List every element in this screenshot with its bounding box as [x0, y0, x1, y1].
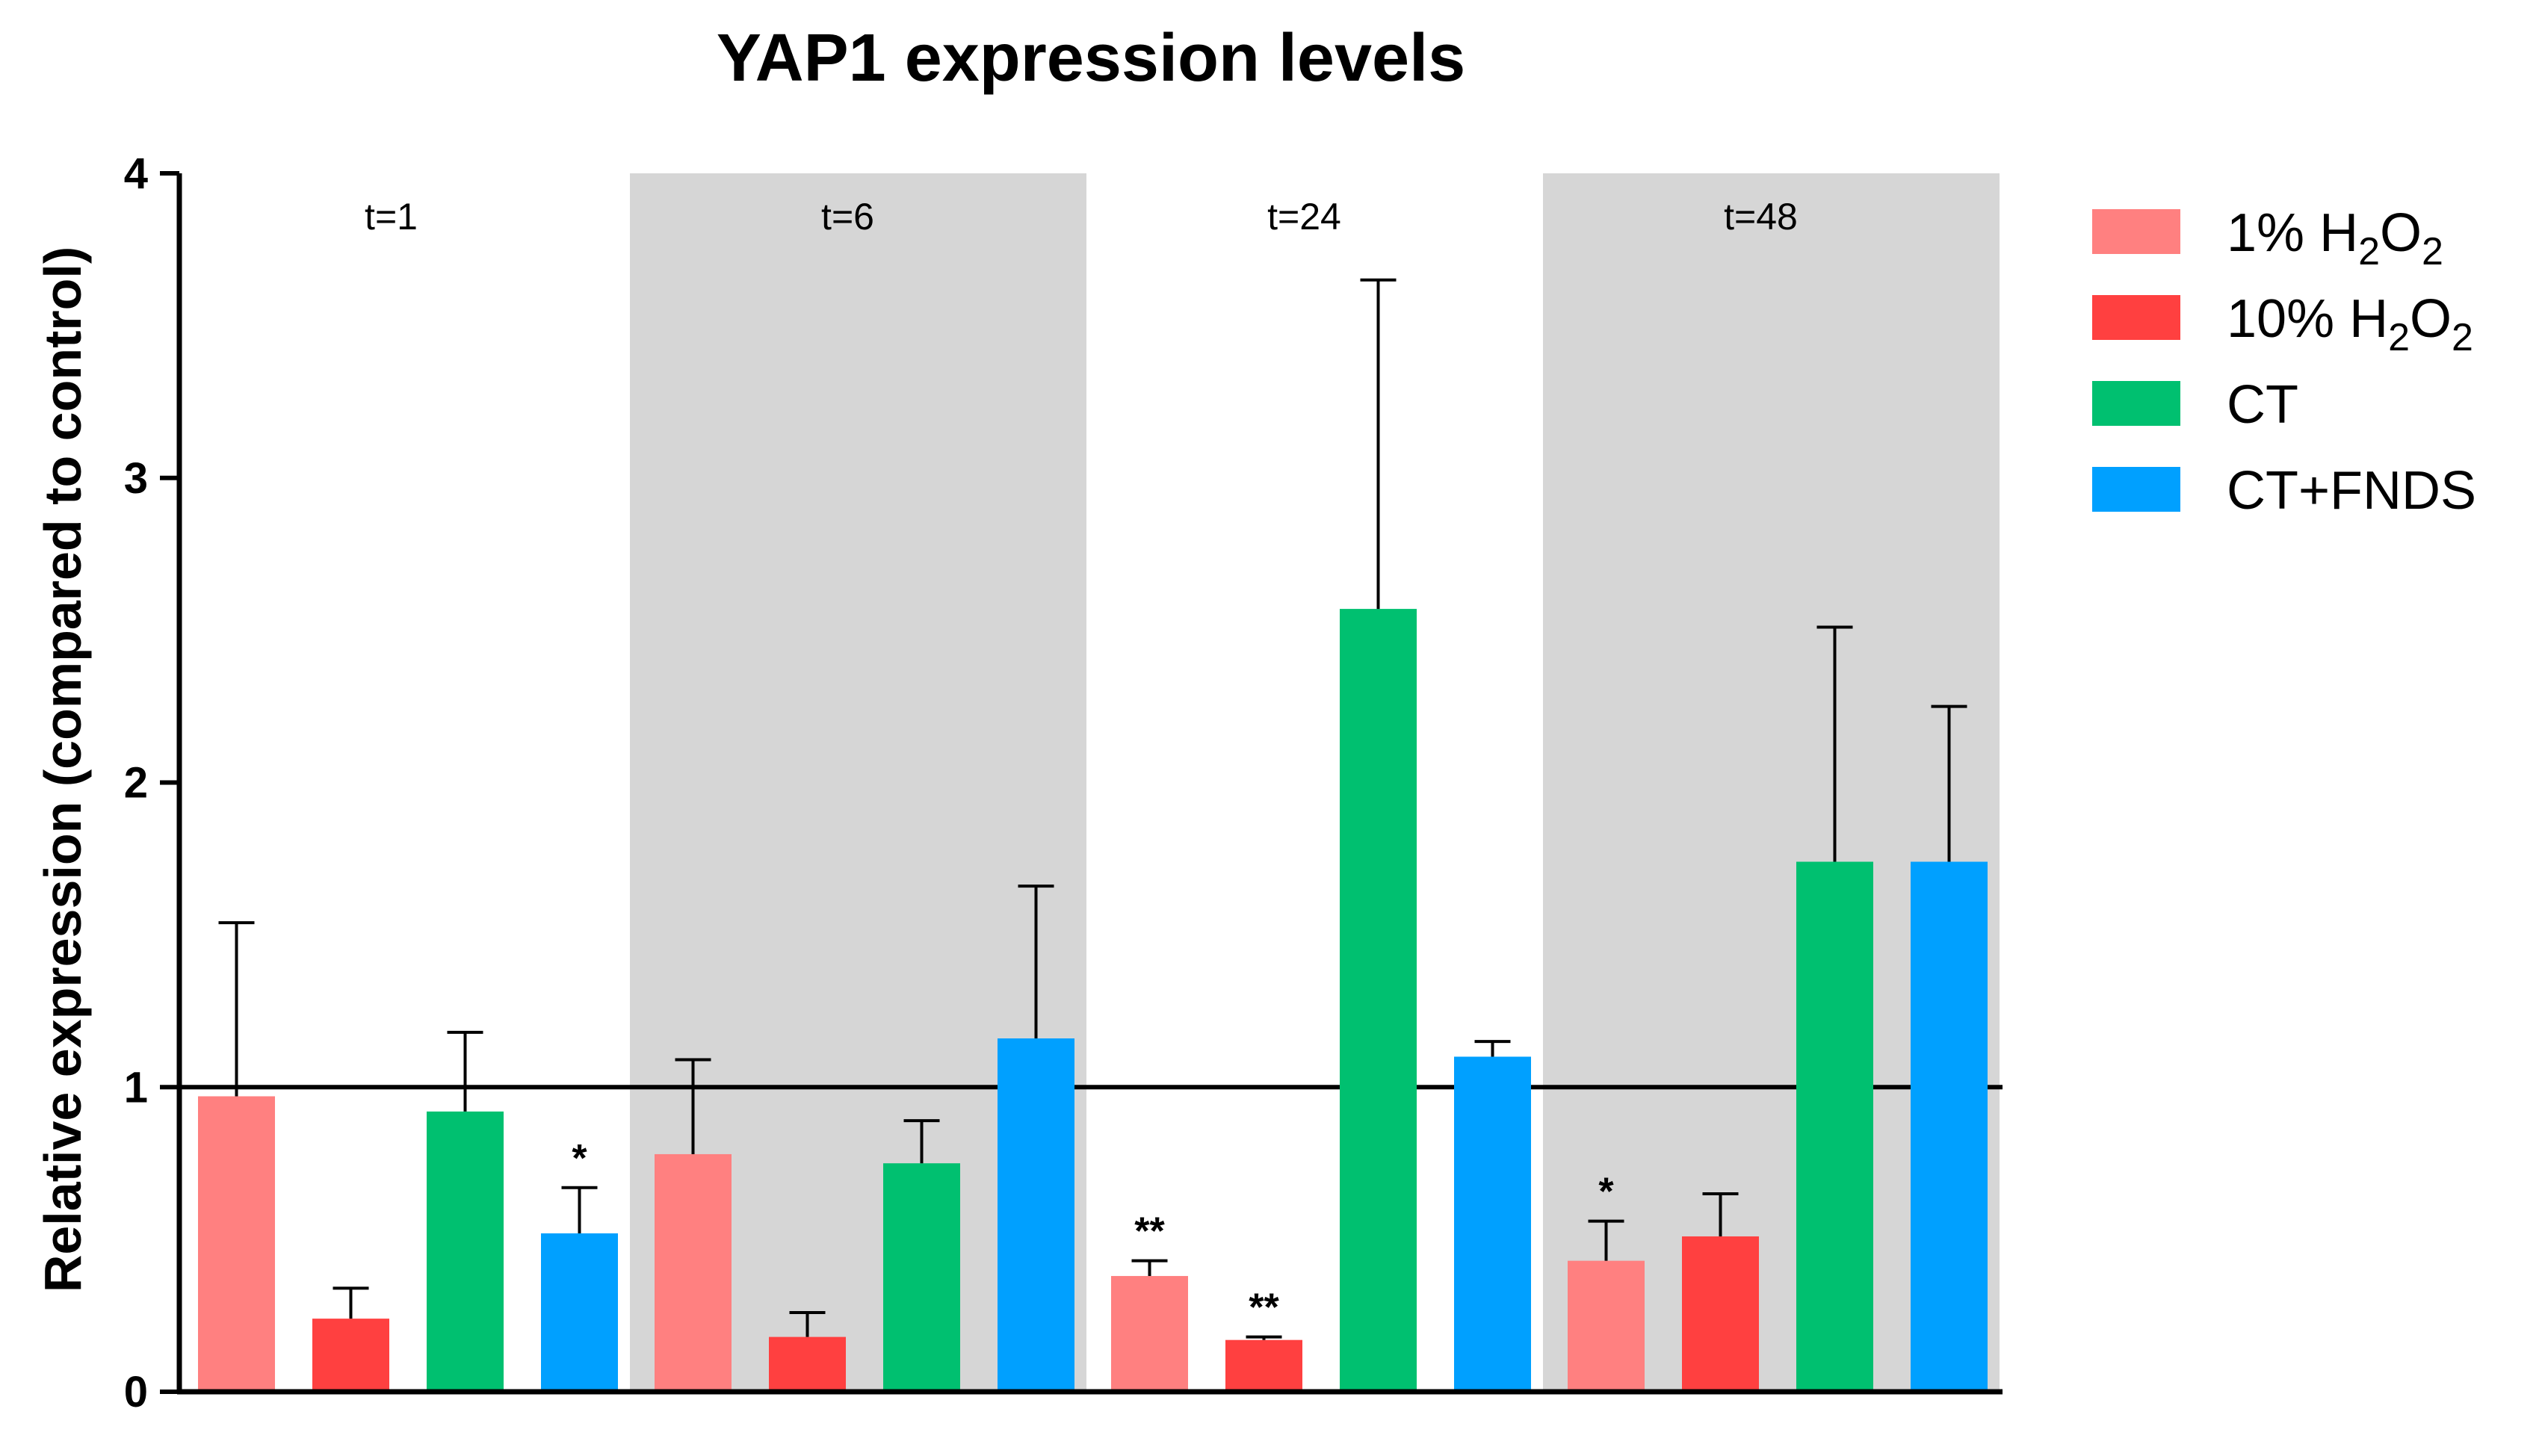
- legend-swatch-CT+FNDS: [2092, 467, 2180, 512]
- y-tick-label-3: 3: [124, 454, 148, 503]
- period-label-t=48: t=48: [1724, 196, 1798, 238]
- bar-1% H2O2-t=6: [655, 1153, 732, 1392]
- legend-label-CT+FNDS: CT+FNDS: [2227, 461, 2476, 521]
- legend-swatch-1% H2O2: [2092, 209, 2180, 254]
- y-tick-label-1: 1: [124, 1063, 148, 1112]
- period-shading-layer: [630, 173, 2000, 1392]
- bar-CT+FNDS-t=6: [998, 1038, 1074, 1392]
- bar-1% H2O2-t=1: [198, 1096, 275, 1392]
- y-tick-label-2: 2: [124, 759, 148, 808]
- bar-10% H2O2-t=1: [312, 1319, 389, 1392]
- y-axis-label: Relative expression (compared to control…: [34, 247, 92, 1292]
- bar-CT-t=6: [883, 1163, 960, 1392]
- legend-swatch-CT: [2092, 381, 2180, 426]
- bars-layer: [198, 278, 1988, 1392]
- bar-CT-t=48: [1796, 861, 1873, 1392]
- chart-title: YAP1 expression levels: [717, 21, 1465, 96]
- significance-marker: **: [1249, 1286, 1279, 1330]
- bar-CT-t=1: [427, 1111, 504, 1392]
- legend-swatch-10% H2O2: [2092, 295, 2180, 340]
- legend-label-1% H2O2: 1% H2O2: [2227, 203, 2443, 273]
- bar-10% H2O2-t=48: [1682, 1236, 1759, 1392]
- bar-CT+FNDS-t=48: [1911, 861, 1988, 1392]
- period-label-t=1: t=1: [365, 196, 418, 238]
- significance-marker: *: [1598, 1171, 1614, 1214]
- bar-CT+FNDS-t=1: [541, 1233, 618, 1392]
- period-label-t=6: t=6: [821, 196, 874, 238]
- bar-CT+FNDS-t=24: [1454, 1056, 1531, 1392]
- bar-10% H2O2-t=24: [1225, 1339, 1302, 1392]
- bar-CT-t=24: [1340, 609, 1417, 1392]
- y-tick-label-4: 4: [124, 149, 148, 198]
- legend-label-CT: CT: [2227, 375, 2298, 435]
- legend-label-10% H2O2: 10% H2O2: [2227, 289, 2473, 359]
- significance-marker: *: [572, 1137, 587, 1180]
- significance-marker: **: [1134, 1210, 1165, 1254]
- bar-1% H2O2-t=48: [1568, 1260, 1645, 1392]
- period-label-t=24: t=24: [1267, 196, 1341, 238]
- bar-10% H2O2-t=6: [769, 1336, 846, 1392]
- labels-layer: t=1 t=6 t=24 t=48******: [365, 196, 1798, 1330]
- y-tick-label-0: 0: [124, 1368, 148, 1416]
- legend: 1% H2O2 10% H2O2 CT CT+FNDS: [2092, 203, 2476, 521]
- bar-1% H2O2-t=24: [1111, 1276, 1188, 1392]
- axes-layer: 0 1 2 3 4: [124, 149, 2003, 1416]
